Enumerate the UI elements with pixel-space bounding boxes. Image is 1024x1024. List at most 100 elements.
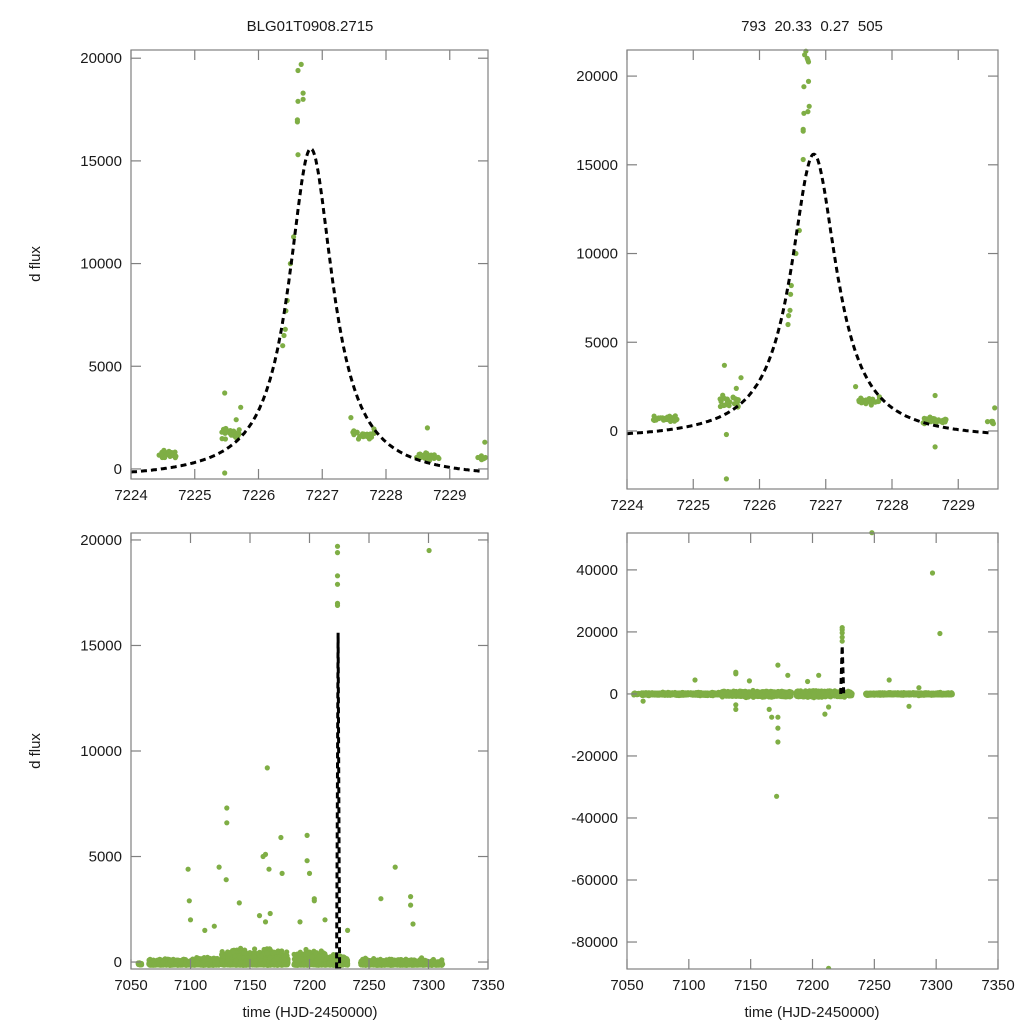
data-point [932,392,938,399]
data-point [278,834,284,841]
data-point [733,385,739,391]
data-point [392,864,398,870]
data-point [298,61,304,67]
data-point [436,455,442,462]
data-point [146,961,152,967]
data-point [174,957,180,963]
data-point [408,902,414,908]
data-point [805,109,811,115]
data-point [351,429,357,435]
plot-area [135,543,446,969]
y-tick-label: 5000 [89,849,122,866]
data-point [160,959,166,966]
data-point [245,959,251,965]
data-point [400,957,406,964]
y-tick-label: 0 [114,461,122,478]
data-point [863,399,869,405]
y-tick-label: 0 [114,954,122,971]
data-point [276,961,283,967]
data-point [264,950,270,956]
data-point [297,919,303,925]
x-tick-label: 7224 [114,487,147,504]
data-point [348,415,354,421]
data-point [262,919,269,925]
data-point [151,961,157,968]
data-point [371,957,377,963]
data-point [283,951,289,957]
data-point [360,434,366,440]
data-point [653,416,659,423]
data-point [267,946,273,952]
data-point [334,581,341,587]
y-tick-label: 15000 [80,637,122,654]
panel-bottom-right: 7050 7100 7150 7200 7250 7300 7350-80000-60000… [571,530,1015,994]
data-point [223,425,229,432]
data-point [721,402,727,409]
y-tick-label: 10000 [80,256,122,273]
data-point [408,894,414,900]
data-point [866,396,872,402]
data-point [303,946,309,953]
data-point [410,921,416,927]
data-point [311,896,317,902]
data-point [482,439,488,445]
panel-bottom-left: 7050 7100 7150 7200 7250 7300 7350050001000015… [80,532,504,994]
data-point [306,870,313,877]
data-point [211,923,217,929]
data-point [267,910,273,917]
data-point [224,805,230,811]
x-tick-label: 7227 [809,497,842,514]
data-point [204,961,210,967]
data-point [788,282,794,289]
data-point [251,960,257,966]
data-point [165,962,171,968]
data-point [787,307,793,313]
data-point [786,313,792,319]
data-point [222,390,228,396]
data-point [341,957,347,963]
data-point [868,400,874,406]
data-point [726,403,732,409]
data-point [291,234,297,240]
data-point [219,429,225,435]
data-point [785,321,791,328]
data-point [334,543,341,549]
data-point [232,953,238,959]
data-point [158,451,164,457]
data-point [389,956,395,963]
data-point [259,961,265,967]
data-point [316,958,322,965]
data-point [266,866,272,872]
data-point [805,57,811,63]
data-point [418,454,424,460]
x-tick-label: 7100 [174,977,207,994]
data-point [361,962,367,968]
data-point [326,960,332,966]
data-point [200,962,206,968]
data-point [309,954,315,960]
data-point [671,418,678,424]
data-point [357,434,363,440]
x-tick-label: 7226 [743,497,776,514]
data-point [300,96,306,102]
y-tick-label: 20000 [80,50,122,67]
data-point [295,957,301,964]
data-point [271,958,277,964]
data-point [721,362,728,368]
y-tick-label: 15000 [576,157,618,174]
x-tick-label: 7227 [306,487,339,504]
data-point [195,960,201,966]
x-tick-label: 7200 [293,977,326,994]
data-point [214,960,221,966]
data-point [222,962,228,968]
model-curve [627,152,992,436]
data-point [992,405,998,411]
data-point [203,957,210,963]
y-tick-label: 0 [610,423,618,440]
data-point [721,395,727,401]
data-point [334,550,341,556]
data-point [334,573,341,579]
data-point [233,957,239,964]
data-point [942,419,948,425]
